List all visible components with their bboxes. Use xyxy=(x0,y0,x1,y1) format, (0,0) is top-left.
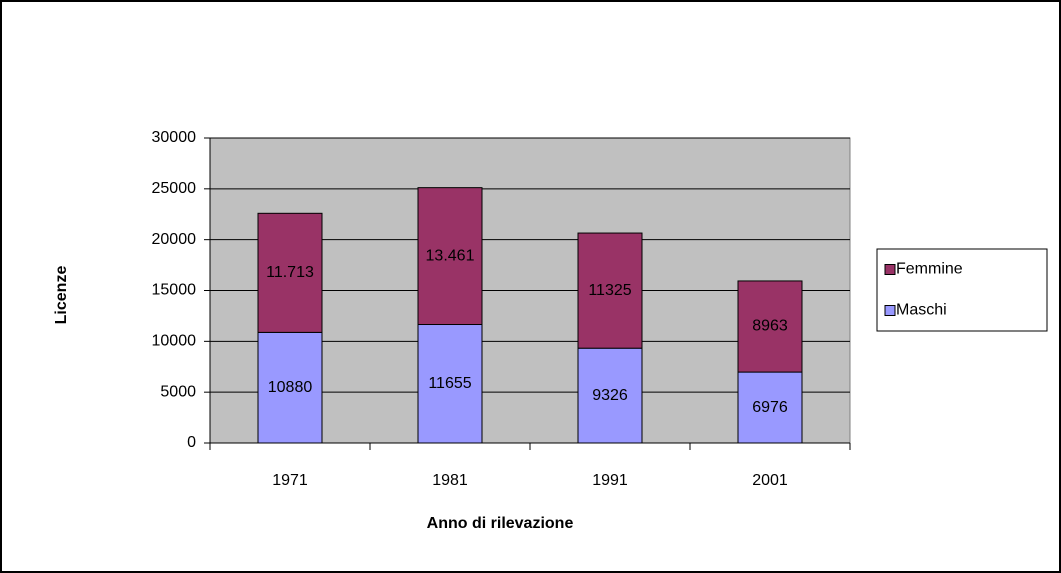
data-label: 11325 xyxy=(588,282,631,299)
data-label: 13.461 xyxy=(426,247,475,264)
y-tick-label: 25000 xyxy=(152,180,197,197)
y-tick-label: 5000 xyxy=(160,383,196,400)
data-label: 9326 xyxy=(592,387,628,404)
x-tick-label: 1981 xyxy=(432,472,468,489)
y-tick-label: 20000 xyxy=(152,231,197,248)
legend-swatch xyxy=(884,264,896,275)
x-axis-label: Anno di rilevazione xyxy=(427,515,574,532)
data-label: 10880 xyxy=(268,379,313,396)
y-axis-label: Licenze xyxy=(53,266,70,325)
bar-segment xyxy=(737,371,803,444)
legend-box xyxy=(876,248,1048,332)
y-tick-label: 0 xyxy=(187,434,196,451)
bar-segment xyxy=(737,280,803,373)
legend-label: Femmine xyxy=(896,261,963,278)
bar-segment xyxy=(577,232,643,349)
data-label: 6976 xyxy=(752,399,788,416)
y-tick-label: 15000 xyxy=(152,282,197,299)
legend-label: Maschi xyxy=(896,302,947,319)
bar-segment xyxy=(257,212,323,333)
x-tick-label: 1971 xyxy=(272,472,308,489)
bar-segment xyxy=(417,324,483,444)
bar-segment xyxy=(577,347,643,444)
x-tick-label: 2001 xyxy=(752,472,788,489)
data-label: 11655 xyxy=(428,375,471,392)
x-tick-label: 1991 xyxy=(592,472,628,489)
data-label: 8963 xyxy=(752,318,788,335)
data-label: 11.713 xyxy=(266,264,314,281)
bar-segment xyxy=(417,187,483,326)
legend-swatch xyxy=(884,305,896,316)
y-tick-label: 10000 xyxy=(152,333,197,350)
y-tick-label: 30000 xyxy=(152,129,197,146)
